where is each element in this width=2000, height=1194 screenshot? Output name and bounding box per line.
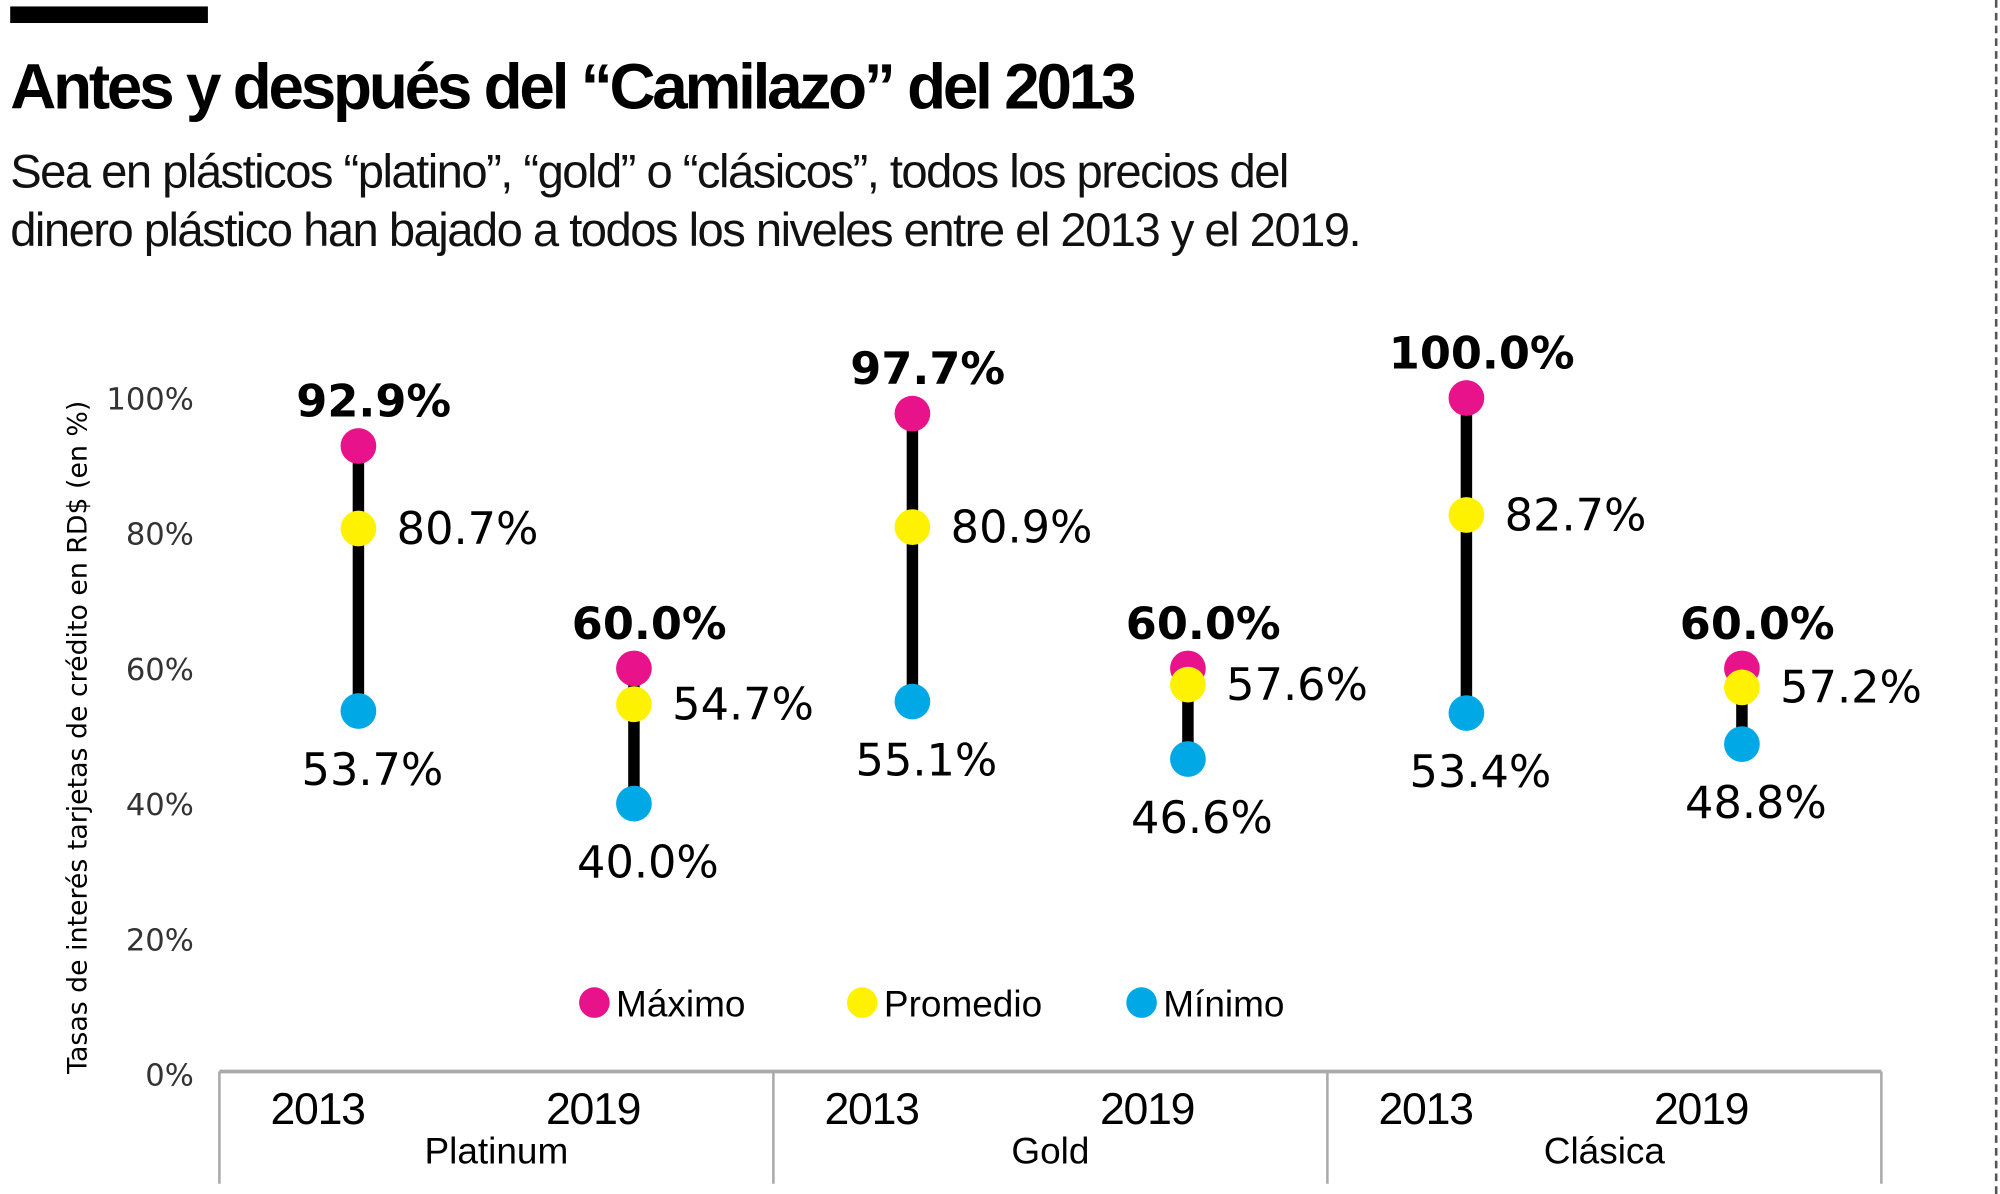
dot-min <box>1724 726 1760 762</box>
dot-avg <box>1170 666 1206 703</box>
label-avg: 80.9% <box>951 501 1093 553</box>
group-label: Platinum <box>424 1130 568 1171</box>
year-label: 2013 <box>1379 1085 1473 1134</box>
year-label: 2019 <box>546 1085 640 1134</box>
year-label: 2019 <box>1100 1085 1194 1134</box>
dot-min <box>894 683 931 720</box>
label-min: 48.8% <box>1685 777 1827 829</box>
label-max: 100.0% <box>1389 328 1575 380</box>
dot-min <box>1448 695 1485 731</box>
label-min: 46.6% <box>1131 792 1273 844</box>
label-avg: 54.7% <box>672 679 814 731</box>
label-min: 40.0% <box>577 837 719 889</box>
y-tick-label: 40% <box>126 788 194 823</box>
y-tick-label: 0% <box>145 1059 194 1094</box>
year-label: 2013 <box>271 1085 365 1134</box>
y-tick-label: 100% <box>106 383 194 418</box>
label-avg: 57.2% <box>1780 662 1922 714</box>
label-max: 60.0% <box>572 598 727 650</box>
label-max: 97.7% <box>850 343 1005 395</box>
dot-avg <box>616 686 652 723</box>
dot-max <box>616 650 652 687</box>
legend-swatch-max <box>579 987 610 1018</box>
y-tick-label: 80% <box>126 518 194 553</box>
dot-min <box>340 693 377 729</box>
legend-label-min: Mínimo <box>1163 984 1284 1025</box>
label-min: 53.4% <box>1410 746 1552 798</box>
y-tick-label: 60% <box>126 653 194 688</box>
dot-avg <box>1448 497 1485 533</box>
dot-avg <box>1724 669 1760 706</box>
label-max: 92.9% <box>296 376 451 428</box>
top-accent-bar <box>10 6 208 24</box>
chart-subtitle-line-1: Sea en plásticos “platino”, “gold” o “cl… <box>10 146 1288 199</box>
chart-title: Antes y después del “Camilazo” del 2013 <box>10 50 1135 122</box>
dot-max <box>1448 380 1485 416</box>
chart-subtitle-line-2: dinero plástico han bajado a todos los n… <box>10 204 1360 257</box>
label-min: 53.7% <box>302 744 444 796</box>
legend-label-avg: Promedio <box>884 984 1042 1025</box>
label-avg: 82.7% <box>1505 489 1647 541</box>
legend-swatch-avg <box>846 987 878 1018</box>
dot-avg <box>894 509 931 545</box>
dot-avg <box>340 510 377 547</box>
y-tick-label: 20% <box>126 923 194 958</box>
y-axis-label: Tasas de interés tarjetas de crédito en … <box>63 401 94 1075</box>
label-avg: 80.7% <box>397 503 539 555</box>
label-min: 55.1% <box>856 735 998 787</box>
legend-label-max: Máximo <box>616 984 745 1025</box>
label-max: 60.0% <box>1126 598 1281 650</box>
group-label: Gold <box>1011 1130 1089 1171</box>
dot-min <box>616 785 652 822</box>
label-avg: 57.6% <box>1226 659 1368 711</box>
year-label: 2013 <box>825 1085 919 1134</box>
dot-max <box>894 395 931 432</box>
group-label: Clásica <box>1544 1130 1666 1171</box>
dot-min <box>1170 741 1206 777</box>
label-max: 60.0% <box>1680 598 1835 650</box>
dot-max <box>340 428 377 464</box>
year-label: 2019 <box>1654 1085 1748 1134</box>
legend-swatch-min <box>1126 987 1157 1018</box>
